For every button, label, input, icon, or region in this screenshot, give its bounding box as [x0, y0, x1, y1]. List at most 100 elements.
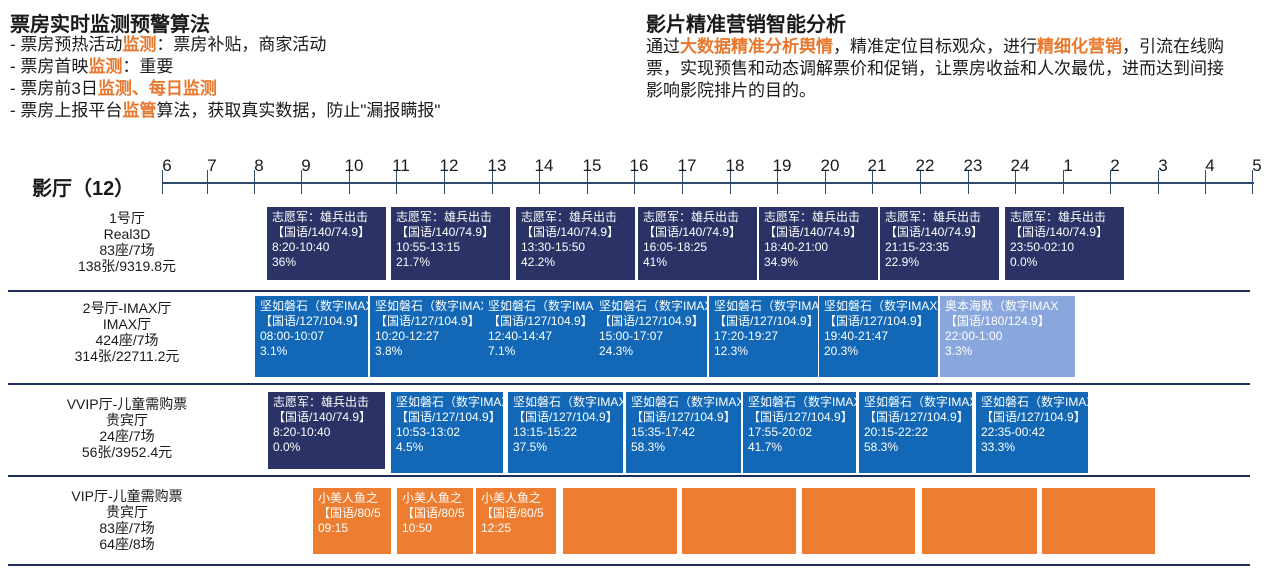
highlight-text: 精细化营销	[1037, 37, 1122, 56]
session-title: 坚如磐石（数字IMAX	[631, 395, 741, 409]
session-block[interactable]: 坚如磐石（数字IMAX 【国语/127/104.9】 17:20-19:27 12.3…	[709, 296, 818, 377]
hall-info-line: 24座/7场	[99, 428, 155, 444]
session-block[interactable]	[1042, 488, 1155, 554]
session-detail: 21.7%	[396, 255, 431, 269]
session-block[interactable]: 小美人鱼之 【国语/80/5 09:15	[313, 488, 391, 554]
session-detail: 33.3%	[981, 440, 1016, 454]
highlight-text: 监测	[122, 35, 157, 54]
session-detail: 10:20-12:27	[375, 329, 440, 343]
hall-info-line: 424座/7场	[95, 332, 159, 348]
session-detail: 41.7%	[748, 440, 783, 454]
session-block[interactable]: 坚如磐石（数字IMAX 【国语/127/104.9】 15:35-17:42 58.3…	[626, 392, 741, 473]
row-divider	[8, 290, 1250, 292]
axis-tick	[634, 170, 635, 194]
session-detail: 7.1%	[488, 344, 516, 358]
hall-info-line: 314张/22711.2元	[74, 348, 180, 364]
session-block[interactable]: 志愿军：雄兵出击 【国语/140/74.9】 16:05-18:25 41%	[638, 207, 757, 280]
session-title: 志愿军：雄兵出击	[643, 210, 740, 224]
right-panel-title: 影片精准营销智能分析	[646, 14, 846, 36]
axis-tick-label: 17	[677, 156, 697, 175]
session-block[interactable]: 志愿军：雄兵出击 【国语/140/74.9】 13:30-15:50 42.2%	[516, 207, 635, 280]
session-block[interactable]: 坚如磐石（数字IMAX 【国语/127/104.9】 10:20-12:27 3.8%	[370, 296, 483, 377]
session-detail: 58.3%	[631, 440, 666, 454]
session-detail: 0.0%	[1010, 255, 1038, 269]
highlight-text: 监测、每日监测	[97, 79, 217, 98]
hall-info: VIP厅-儿童需购票 贵宾厅 83座/7场 64座/8场	[20, 488, 234, 552]
session-title: 小美人鱼之	[318, 491, 379, 505]
hall-info-line: VVIP厅-儿童需购票	[66, 396, 188, 412]
axis-tick-label: 16	[629, 156, 649, 175]
paragraph-text: 通过	[646, 37, 680, 56]
session-detail: 10:53-13:02	[396, 425, 461, 439]
axis-tick	[1110, 170, 1111, 194]
hall-info-line: 贵宾厅	[106, 504, 148, 520]
left-panel-title: 票房实时监测预警算法	[10, 14, 210, 36]
session-detail: 【国语/140/74.9】	[396, 225, 495, 239]
left-bullet-item: - 票房前3日监测、每日监测	[10, 78, 217, 100]
session-detail: 【国语/127/104.9】	[488, 314, 593, 328]
axis-tick-label: 5	[1252, 156, 1262, 175]
axis-tick-label: 23	[963, 156, 983, 175]
session-block[interactable]	[563, 488, 677, 554]
axis-tick-label: 4	[1205, 156, 1215, 175]
session-block[interactable]	[922, 488, 1037, 554]
row-divider	[8, 383, 1250, 385]
session-block[interactable]: 志愿军：雄兵出击 【国语/140/74.9】 21:15-23:35 22.9%	[880, 207, 999, 280]
axis-tick	[825, 170, 826, 194]
session-detail: 36%	[272, 255, 297, 269]
session-block[interactable]	[682, 488, 796, 554]
session-block[interactable]: 志愿军：雄兵出击 【国语/140/74.9】 8:20-10:40 36%	[267, 207, 386, 280]
session-detail: 24.3%	[599, 344, 634, 358]
hall-info: 1号厅 Real3D 83座/7场 138张/9319.8元	[20, 210, 234, 274]
session-block[interactable]: 坚如磐石（数字IMAX 【国语/127/104.9】 20:15-22:22 58.3…	[859, 392, 972, 473]
session-block[interactable]: 坚如磐石（数字IMAX 【国语/127/104.9】 17:55-20:02 41.7…	[743, 392, 856, 473]
session-block[interactable]: 志愿军：雄兵出击 【国语/140/74.9】 18:40-21:00 34.9%	[759, 207, 878, 280]
session-title: 坚如磐石（数字IMAX	[375, 299, 483, 313]
axis-tick-label: 8	[254, 156, 264, 175]
session-detail: 【国语/127/104.9】	[513, 410, 618, 424]
session-detail: 34.9%	[764, 255, 799, 269]
session-block[interactable]: 坚如磐石（数字IMAX 【国语/127/104.9】 22:35-00:42 33.3…	[976, 392, 1088, 473]
axis-tick-label: 13	[487, 156, 507, 175]
hall-info: VVIP厅-儿童需购票 贵宾厅 24座/7场 56张/3952.4元	[20, 396, 234, 460]
paragraph-text: ，精准定位目标观众，进行	[833, 37, 1037, 56]
session-block[interactable]: 小美人鱼之 【国语/80/5 12:25	[476, 488, 556, 554]
session-detail: 13:15-15:22	[513, 425, 578, 439]
left-bullet-item: - 票房预热活动监测：票房补贴，商家活动	[10, 34, 326, 56]
hall-info-line: VIP厅-儿童需购票	[71, 488, 183, 504]
axis-tick	[301, 170, 302, 194]
session-detail: 【国语/127/104.9】	[864, 410, 969, 424]
session-title: 坚如磐石（数字IMAX	[260, 299, 368, 313]
axis-tick	[162, 170, 163, 194]
session-detail: 10:55-13:15	[396, 240, 461, 254]
session-detail: 42.2%	[521, 255, 556, 269]
axis-tick-label: 22	[915, 156, 935, 175]
session-detail: 8:20-10:40	[273, 425, 331, 439]
session-block[interactable]: 小美人鱼之 【国语/80/5 10:50	[397, 488, 473, 554]
axis-tick-label: 12	[439, 156, 459, 175]
session-block[interactable]: 坚如磐石（数字IMAX 【国语/127/104.9】 12:40-14:47 7.1%	[483, 296, 594, 377]
axis-tick	[349, 170, 350, 194]
session-block[interactable]: 志愿军：雄兵出击 【国语/140/74.9】 10:55-13:15 21.7%	[391, 207, 510, 280]
session-detail: 09:15	[318, 521, 349, 535]
session-detail: 8:20-10:40	[272, 240, 330, 254]
session-block[interactable]: 坚如磐石（数字IMAX 【国语/127/104.9】 19:40-21:47 20.3…	[819, 296, 938, 377]
session-block[interactable]: 志愿军：雄兵出击 【国语/140/74.9】 23:50-02:10 0.0%	[1005, 207, 1124, 280]
session-block[interactable]: 坚如磐石（数字IMAX 【国语/127/104.9】 13:15-15:22 37.5…	[508, 392, 623, 473]
axis-tick	[539, 170, 540, 194]
session-block[interactable]: 坚如磐石（数字IMAX 【国语/127/104.9】 15:00-17:07 24.3…	[594, 296, 707, 377]
session-block[interactable]: 志愿军：雄兵出击 【国语/140/74.9】 8:20-10:40 0.0%	[268, 392, 385, 469]
axis-tick-label: 3	[1158, 156, 1168, 175]
bullet-text: - 票房前3日	[10, 79, 98, 98]
axis-tick	[920, 170, 921, 194]
session-block[interactable]: 坚如磐石（数字IMAX 【国语/127/104.9】 08:00-10:07 3.1%	[255, 296, 368, 377]
session-detail: 58.3%	[864, 440, 899, 454]
session-block[interactable]: 奥本海默（数字IMAX 【国语/180/124.9】 22:00-1:00 3.3%	[940, 296, 1075, 377]
session-detail: 【国语/127/104.9】	[396, 410, 501, 424]
session-title: 奥本海默（数字IMAX	[945, 299, 1059, 313]
session-title: 坚如磐石（数字IMAX	[396, 395, 503, 409]
session-title: 坚如磐石（数字IMAX	[748, 395, 856, 409]
session-detail: 【国语/127/104.9】	[981, 410, 1086, 424]
session-block[interactable]	[802, 488, 915, 554]
session-block[interactable]: 坚如磐石（数字IMAX 【国语/127/104.9】 10:53-13:02 4.5%	[391, 392, 503, 473]
